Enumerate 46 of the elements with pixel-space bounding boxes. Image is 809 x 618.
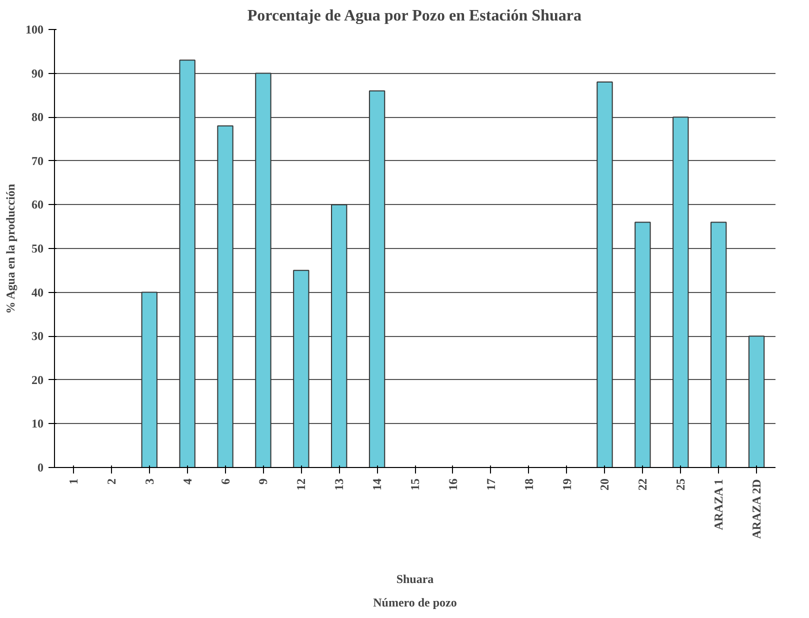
text: Número de pozo: [373, 596, 457, 610]
x-tick-label: 18: [522, 478, 536, 490]
bar: [634, 222, 651, 468]
y-tick-label: 90: [32, 66, 44, 80]
bar: [217, 125, 234, 468]
bar: [596, 82, 613, 468]
x-tick-label: 15: [408, 478, 422, 490]
bar: [748, 336, 765, 468]
x-tick-label: 25: [674, 478, 688, 490]
bar: [255, 72, 272, 468]
bar: [141, 292, 158, 468]
bar: [710, 222, 727, 468]
x-tick-label: 3: [142, 478, 156, 484]
x-tick-label: 16: [446, 478, 460, 490]
x-tick-label: 2: [104, 478, 118, 484]
y-tick-label: 50: [32, 242, 44, 256]
bar: [179, 60, 196, 468]
x-tick-label: 1: [66, 478, 80, 484]
x-tick-label: ARAZA 1: [712, 479, 726, 530]
x-tick-label: 6: [218, 478, 232, 484]
x-tick-label: 4: [180, 478, 194, 484]
bar: [368, 90, 386, 468]
y-tick-label: 100: [26, 22, 44, 36]
y-tick-label: 70: [32, 154, 44, 168]
chart-title: Porcentaje de Agua por Pozo en Estación Shuara: [247, 8, 582, 24]
y-tick-label: 60: [32, 198, 44, 212]
x-tick-label: 19: [560, 478, 574, 490]
x-tick-label: ARAZA 2D: [750, 478, 764, 539]
x-tick-label: 9: [256, 478, 270, 484]
x-tick-label: 17: [484, 478, 498, 490]
x-tick-label: 20: [598, 478, 612, 490]
y-tick-label: 20: [32, 372, 44, 387]
bar: [672, 116, 689, 468]
x-tick-label: 14: [370, 478, 384, 490]
y-tick-label: 10: [32, 416, 44, 431]
y-tick-label: 0: [38, 460, 44, 474]
x-tick-label: 13: [332, 478, 346, 490]
x-tick-label: 22: [636, 478, 650, 490]
y-tick-label: 40: [32, 285, 44, 300]
y-axis-title: % Agua en la producción: [4, 184, 18, 314]
bar: [331, 204, 348, 468]
y-tick-label: 80: [32, 110, 44, 124]
x-axis-title: Shuara: [396, 572, 434, 586]
bar: [293, 270, 310, 468]
x-tick-label: 12: [294, 478, 308, 490]
y-tick-label: 30: [32, 329, 44, 344]
